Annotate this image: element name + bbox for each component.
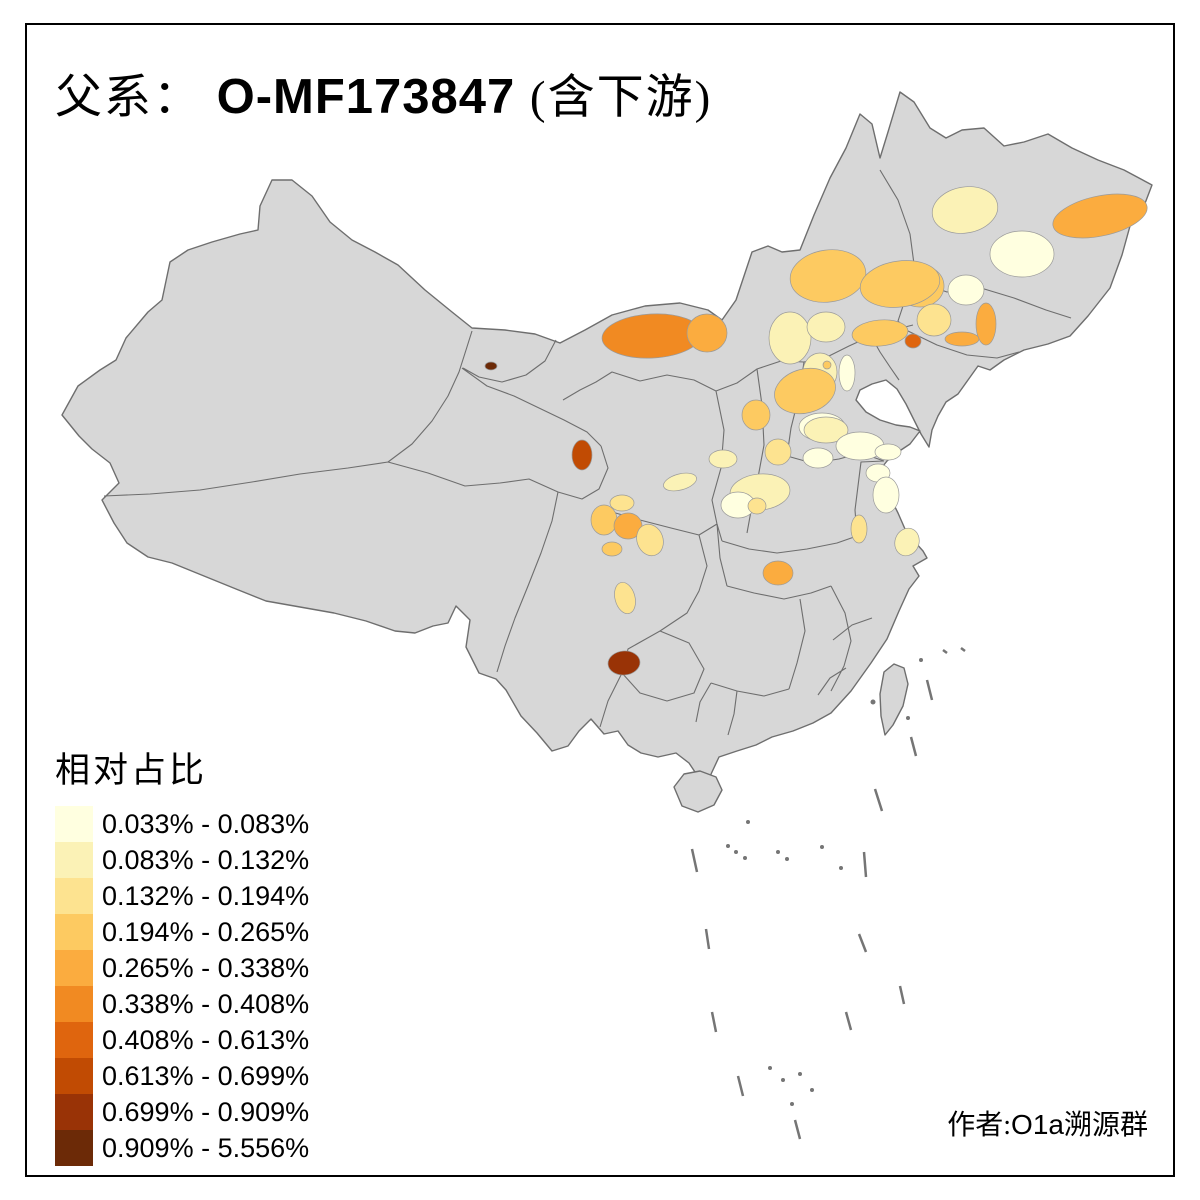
- legend-item: 0.699% - 0.909%: [55, 1094, 309, 1130]
- legend-swatch: [55, 1022, 93, 1058]
- legend-item: 0.408% - 0.613%: [55, 1022, 309, 1058]
- legend-item: 0.132% - 0.194%: [55, 878, 309, 914]
- colored-region-r02: [989, 230, 1055, 278]
- colored-region-r32: [747, 497, 767, 515]
- colored-region-r23: [764, 438, 792, 466]
- colored-region-r26: [803, 416, 849, 444]
- colored-region-r25: [663, 472, 697, 492]
- colored-region-r34: [872, 476, 900, 514]
- legend-label: 0.132% - 0.194%: [102, 880, 310, 911]
- legend-label: 0.338% - 0.408%: [102, 988, 310, 1019]
- title-code: O-MF173847: [202, 70, 530, 124]
- legend-label: 0.699% - 0.909%: [102, 1096, 310, 1127]
- colored-region-r37: [762, 560, 794, 586]
- legend-label: 0.033% - 0.083%: [102, 808, 310, 839]
- colored-region-r06: [859, 260, 941, 308]
- colored-region-r24: [708, 449, 738, 469]
- colored-region-r18: [822, 360, 832, 370]
- legend-label: 0.194% - 0.265%: [102, 916, 310, 947]
- colored-region-r16: [806, 311, 846, 343]
- province-borders-northeast: [870, 169, 1072, 381]
- colored-region-r01: [931, 186, 999, 234]
- province-borders-central: [711, 361, 885, 554]
- legend-swatch: [55, 1130, 93, 1166]
- legend-swatch: [55, 914, 93, 950]
- title-suffix: (含下游): [529, 72, 713, 124]
- figure-title: 父系： O-MF173847 (含下游): [55, 58, 712, 127]
- taiwan-island: [879, 663, 909, 736]
- colored-region-r10: [944, 331, 980, 347]
- legend-label: 0.408% - 0.613%: [102, 1024, 310, 1055]
- legend-item: 0.909% - 5.556%: [55, 1130, 309, 1166]
- attribution-prefix: 作者:: [947, 1110, 1012, 1141]
- colored-region-r03: [1052, 193, 1148, 239]
- legend-item: 0.083% - 0.132%: [55, 842, 309, 878]
- attribution-latin: O1a: [1011, 1109, 1064, 1140]
- colored-region-r07: [947, 274, 985, 306]
- province-borders-west: [103, 324, 914, 673]
- legend-item: 0.033% - 0.083%: [55, 806, 309, 842]
- legend-items: 0.033% - 0.083% 0.083% - 0.132% 0.132% -…: [55, 806, 309, 1166]
- colored-region-r28: [874, 443, 902, 461]
- title-prefix: 父系：: [55, 72, 202, 124]
- small-islands: [726, 658, 923, 1106]
- legend-swatch: [55, 950, 93, 986]
- colored-region-r09: [975, 302, 997, 346]
- legend-label: 0.613% - 0.699%: [102, 1060, 310, 1091]
- colored-region-r05: [789, 249, 867, 303]
- colored-region-r42: [636, 523, 664, 557]
- nine-dash-line: [690, 647, 966, 1140]
- colored-region-r45: [614, 581, 636, 615]
- colored-region-r21: [741, 399, 771, 431]
- colored-region-r43: [609, 494, 635, 512]
- colored-region-r08: [916, 303, 952, 337]
- legend-label: 0.265% - 0.338%: [102, 952, 310, 983]
- legend-item: 0.265% - 0.338%: [55, 950, 309, 986]
- colored-region-r46: [607, 650, 641, 676]
- legend-label: 0.083% - 0.132%: [102, 844, 310, 875]
- colored-region-r39: [571, 439, 593, 471]
- legend-item: 0.194% - 0.265%: [55, 914, 309, 950]
- colored-region-r19: [838, 354, 856, 392]
- legend-swatch: [55, 842, 93, 878]
- colored-region-r11: [904, 333, 922, 349]
- legend-swatch: [55, 806, 93, 842]
- colored-region-r44: [601, 541, 623, 557]
- legend-item: 0.338% - 0.408%: [55, 986, 309, 1022]
- attribution-suffix: 溯源群: [1063, 1110, 1148, 1141]
- colored-region-r12: [851, 319, 909, 347]
- mainland-outline: [61, 91, 1153, 784]
- legend-title: 相对占比: [55, 751, 208, 790]
- legend-swatch: [55, 878, 93, 914]
- colored-region-r40: [590, 504, 618, 536]
- colored-region-r29: [802, 447, 834, 469]
- colored-region-r38: [484, 361, 498, 371]
- colored-regions-layer: [484, 186, 1148, 676]
- attribution: 作者:O1a溯源群: [947, 1103, 1148, 1143]
- legend-swatch: [55, 1094, 93, 1130]
- colored-region-r20: [774, 367, 836, 415]
- legend-item: 0.613% - 0.699%: [55, 1058, 309, 1094]
- hainan-island: [673, 770, 723, 813]
- province-borders-south: [599, 511, 873, 736]
- legend-swatch: [55, 1058, 93, 1094]
- colored-region-r14: [686, 313, 728, 353]
- legend-label: 0.909% - 5.556%: [102, 1132, 310, 1163]
- colored-region-r35: [850, 514, 868, 544]
- legend: 相对占比 0.033% - 0.083% 0.083% - 0.132% 0.1…: [55, 742, 309, 1166]
- colored-region-r36: [894, 527, 920, 557]
- colored-region-r15: [768, 311, 812, 365]
- legend-swatch: [55, 986, 93, 1022]
